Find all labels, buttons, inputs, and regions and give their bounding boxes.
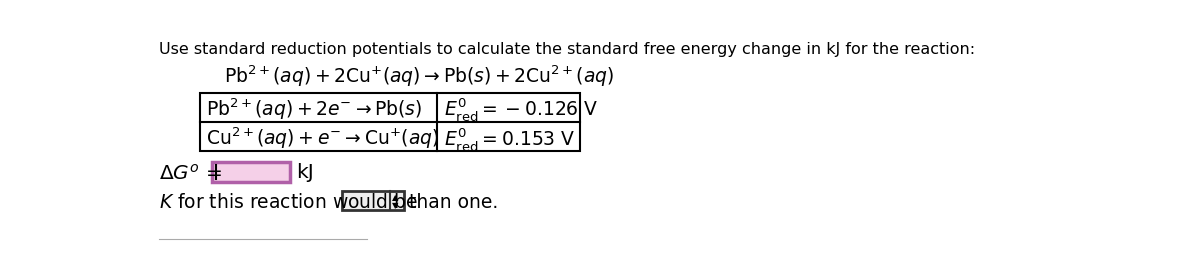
Text: than one.: than one. bbox=[409, 193, 498, 212]
Text: ▼: ▼ bbox=[391, 201, 398, 210]
FancyBboxPatch shape bbox=[342, 191, 404, 210]
Text: $K$ for this reaction would be: $K$ for this reaction would be bbox=[160, 193, 419, 212]
Text: $\mathrm{Pb}^{2+}(aq) + 2e^{-} \rightarrow \mathrm{Pb}(s)$: $\mathrm{Pb}^{2+}(aq) + 2e^{-} \rightarr… bbox=[206, 96, 422, 122]
Text: $\mathrm{Cu}^{2+}(aq) + e^{-} \rightarrow \mathrm{Cu}^{+}(aq)$: $\mathrm{Cu}^{2+}(aq) + e^{-} \rightarro… bbox=[206, 126, 439, 151]
Text: $\Delta G^{o}$ =: $\Delta G^{o}$ = bbox=[160, 163, 222, 183]
Text: kJ: kJ bbox=[295, 163, 313, 182]
Bar bbox=[200, 93, 580, 151]
Text: ▲: ▲ bbox=[391, 193, 398, 202]
Text: $E^{0}_{\mathrm{red}} = -0.126\ \mathrm{V}$: $E^{0}_{\mathrm{red}} = -0.126\ \mathrm{… bbox=[444, 96, 599, 123]
Text: Use standard reduction potentials to calculate the standard free energy change i: Use standard reduction potentials to cal… bbox=[160, 42, 976, 57]
Text: $E^{0}_{\mathrm{red}} = 0.153\ \mathrm{V}$: $E^{0}_{\mathrm{red}} = 0.153\ \mathrm{V… bbox=[444, 126, 576, 153]
Text: $\mathrm{Pb}^{2+}(aq) + 2\mathrm{Cu}^{+}(aq) \rightarrow \mathrm{Pb}(s) + 2\math: $\mathrm{Pb}^{2+}(aq) + 2\mathrm{Cu}^{+}… bbox=[223, 63, 614, 89]
FancyBboxPatch shape bbox=[212, 162, 289, 182]
